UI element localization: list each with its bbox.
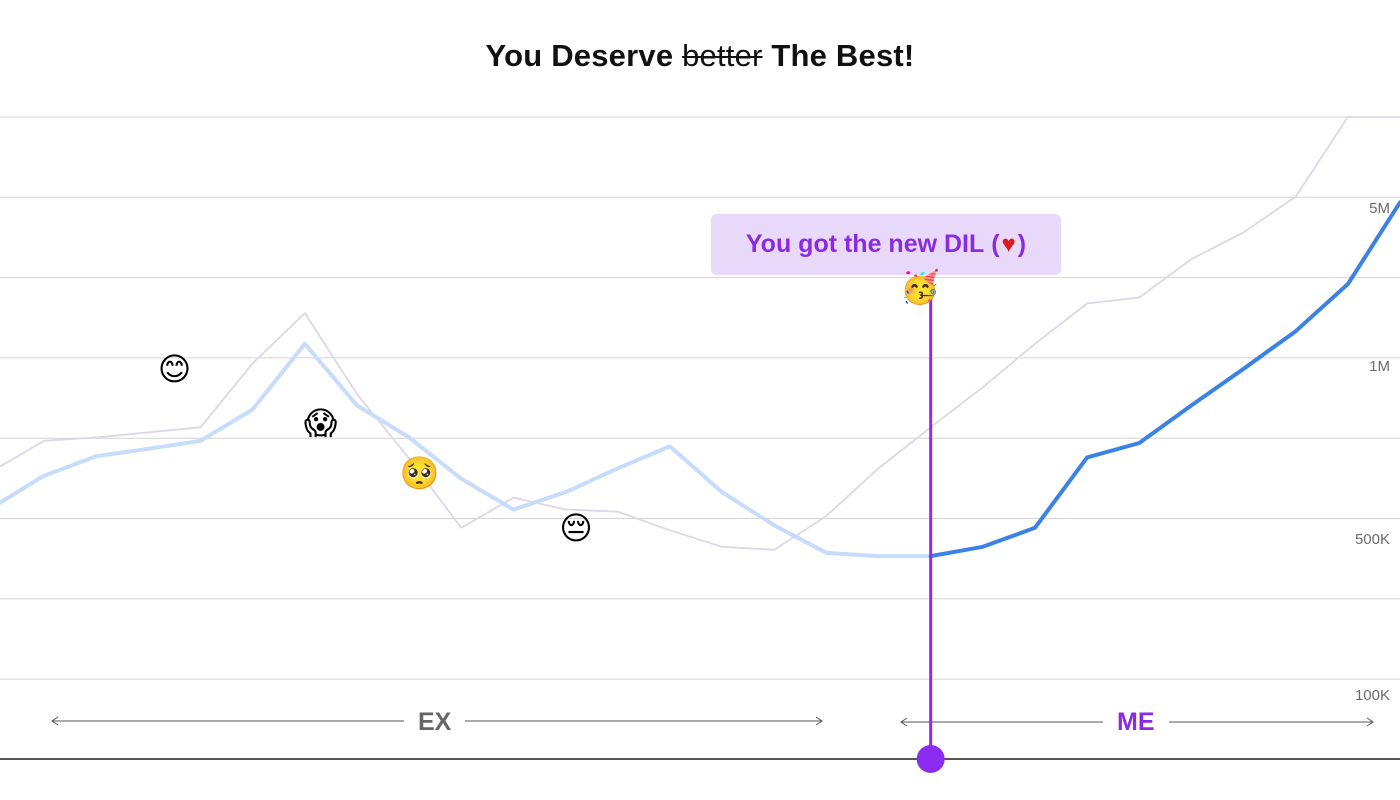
series-line-me: [928, 200, 1400, 559]
event-callout: You got the new DIL (♥): [711, 214, 1061, 275]
heart-icon: ♥: [1001, 230, 1016, 258]
arrow-head-right: [1366, 717, 1374, 727]
y-tick-label: 1M: [1369, 358, 1390, 375]
arrow-head-right: [815, 716, 823, 726]
y-tick-label: 500K: [1354, 531, 1390, 548]
event-callout-text: You got the new DIL: [745, 230, 985, 258]
emoji-annotation: 😱: [303, 403, 338, 442]
emoji-annotation: 🥺: [399, 453, 440, 492]
event-callout-close-paren: ): [1017, 230, 1027, 258]
period-label-me: ME: [1103, 705, 1169, 739]
arrow-head-left: [900, 717, 908, 727]
event-marker-dot: [916, 745, 945, 773]
title-after: The Best!: [771, 38, 915, 73]
grid-layer: [0, 116, 1400, 760]
y-tick-label: 100K: [1354, 687, 1390, 704]
period-label-ex: EX: [404, 705, 466, 739]
emoji-annotation: 😊: [157, 349, 192, 388]
event-callout-open-paren: (: [991, 230, 1000, 258]
series-line-ex: [0, 341, 933, 559]
y-tick-label: 5M: [1369, 200, 1390, 217]
title-before: You Deserve: [485, 38, 674, 73]
chart-title: You Deserve better The Best!: [0, 38, 1400, 74]
series-layer: [0, 116, 1400, 559]
emoji-annotation: 🥳: [900, 267, 941, 306]
series-line-ghost: [0, 116, 1400, 551]
marker-layer: [916, 275, 945, 773]
arrow-head-left: [51, 716, 59, 726]
emoji-annotation: 😔: [559, 508, 593, 547]
title-struck-word: better: [682, 38, 763, 73]
